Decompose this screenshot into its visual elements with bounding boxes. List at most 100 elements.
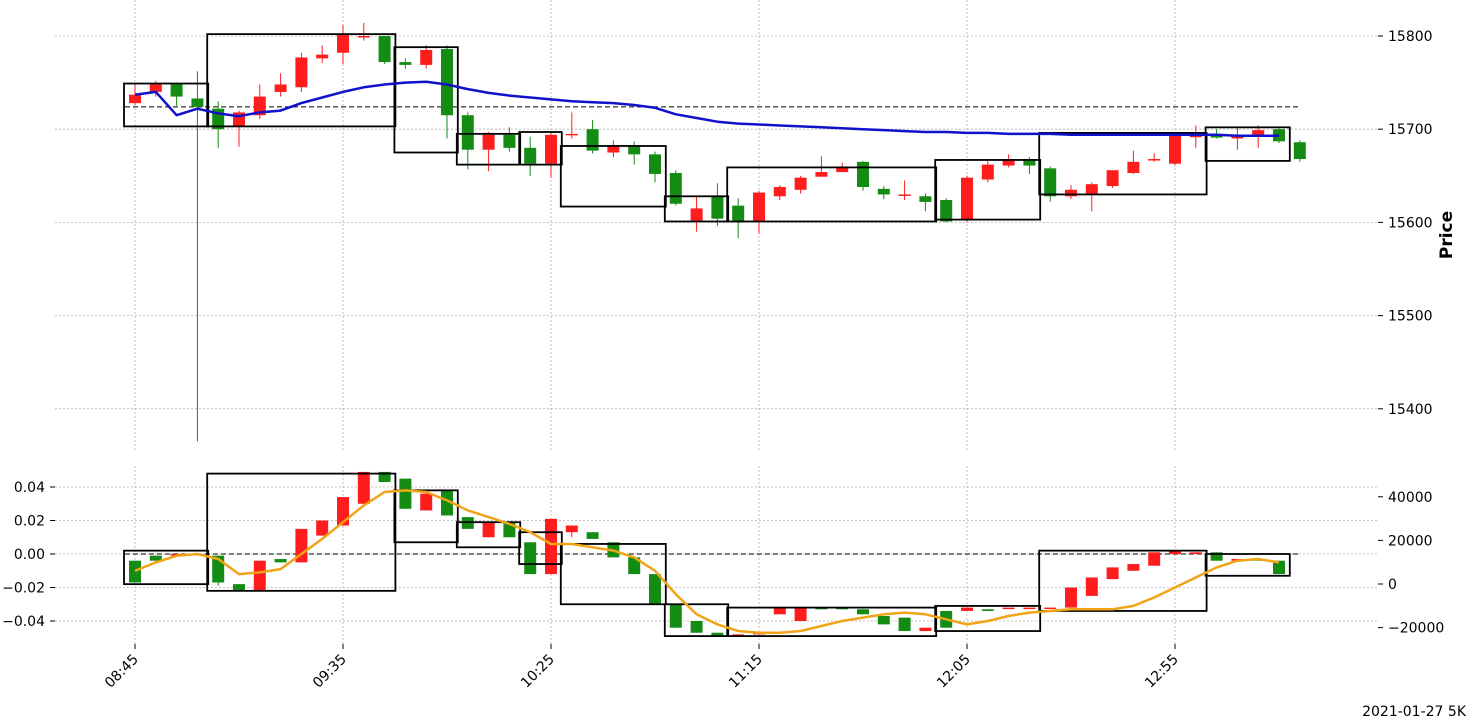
indicator-candle-body xyxy=(420,493,433,511)
price-range-box xyxy=(559,145,667,208)
chart-footer-label: 2021-01-27 5K xyxy=(1362,704,1467,720)
price-candle-body xyxy=(919,196,932,202)
indicator-candle-body xyxy=(669,604,682,628)
price-candle-body xyxy=(482,134,495,150)
indicator-candle-body xyxy=(129,560,141,583)
price-panel xyxy=(123,22,1306,442)
price-candle-body xyxy=(1210,135,1223,138)
indicator-candle-body xyxy=(961,607,973,611)
price-y-tick-label: 15600 xyxy=(1388,215,1433,231)
price-range-box xyxy=(726,166,938,223)
indicator-candle-body xyxy=(253,560,266,591)
grid-lines xyxy=(55,0,1378,644)
price-candle-body xyxy=(1023,159,1036,166)
price-candle-body xyxy=(1085,184,1098,194)
price-moving-average-line xyxy=(134,80,1279,137)
price-candle-body xyxy=(1044,168,1057,197)
indicator-candle-body xyxy=(1085,577,1098,596)
price-candle-body xyxy=(1002,159,1015,166)
price-axis-label: Price xyxy=(1437,211,1457,259)
indicator-candle-body xyxy=(565,525,578,533)
price-y-tick-label: 15500 xyxy=(1388,309,1433,325)
indicator-candle-body xyxy=(399,478,412,509)
indicator-candle-body xyxy=(316,520,329,536)
price-candle-body xyxy=(690,208,703,221)
indicator-range-box xyxy=(393,489,459,544)
indicator-candle-body xyxy=(295,528,308,563)
price-candle-body xyxy=(399,62,412,65)
price-candle-body xyxy=(129,94,141,104)
price-candle-body xyxy=(461,115,474,150)
price-candle-body xyxy=(565,133,578,136)
indicator-candle-body xyxy=(1044,607,1057,610)
indicator-range-box xyxy=(1204,553,1291,577)
price-candle-body xyxy=(857,161,869,187)
indicator-range-box xyxy=(663,603,730,637)
indicator-range-box xyxy=(726,606,938,637)
indicator-candle-body xyxy=(233,584,245,591)
x-tick-label: 12:55 xyxy=(1142,652,1182,692)
price-range-box xyxy=(1204,126,1291,162)
indicator-candle-body xyxy=(690,621,703,633)
x-tick-label: 09:35 xyxy=(310,652,350,692)
price-candle-body xyxy=(253,96,266,116)
indicator-candle-body xyxy=(1210,552,1223,561)
price-range-box xyxy=(455,132,522,166)
price-candle-body xyxy=(191,98,204,107)
indicator-candle-body xyxy=(857,609,869,615)
indicator-range-box xyxy=(559,543,667,606)
indicator-candle-body xyxy=(1002,607,1015,610)
price-candle-body xyxy=(877,188,890,195)
x-tick-label: 11:15 xyxy=(726,652,766,692)
price-y-tick-label: 15700 xyxy=(1388,122,1433,138)
price-candle-body xyxy=(524,147,537,164)
indicator-range-box xyxy=(1038,549,1208,612)
price-candle-body xyxy=(170,84,183,97)
price-range-box xyxy=(393,46,459,154)
indicator-candle-body xyxy=(649,574,661,605)
price-range-box xyxy=(1038,132,1208,196)
indicator-range-box xyxy=(455,521,522,549)
x-tick-label: 12:05 xyxy=(934,652,974,692)
price-candle-body xyxy=(1148,159,1161,161)
indicator-candle-body xyxy=(274,559,287,563)
price-candle-body xyxy=(815,172,828,177)
price-candle-body xyxy=(420,49,433,65)
indicator-candle-body xyxy=(898,617,911,632)
price-candle-body xyxy=(1127,161,1140,174)
axes-labels: 08:45 09:35 10:25 11:15 12:05 12:55 15800 15700… xyxy=(2,29,1444,691)
price-candle-body xyxy=(898,194,911,196)
price-range-box xyxy=(206,33,397,128)
price-candle-body xyxy=(441,49,453,116)
indicator-candle-body xyxy=(877,615,890,625)
indicator-range-box xyxy=(206,472,397,592)
indicator-candle-body xyxy=(981,609,994,611)
price-candle-body xyxy=(337,34,349,53)
price-candle-body xyxy=(732,205,745,223)
indicator-candle-body xyxy=(1023,607,1036,610)
indicator-left-tick-label: 0.04 xyxy=(14,480,45,496)
indicator-right-tick-label: −20000 xyxy=(1388,621,1444,637)
price-candle-body xyxy=(981,164,994,180)
price-candle-body xyxy=(753,192,765,222)
indicator-left-tick-label: −0.04 xyxy=(2,614,45,630)
indicator-range-box xyxy=(123,549,210,586)
price-candle-body xyxy=(1252,130,1265,137)
indicator-range-box xyxy=(934,605,1042,632)
price-candle-body xyxy=(545,134,557,164)
price-candle-body xyxy=(149,84,162,92)
price-candle-body xyxy=(711,196,724,219)
indicator-candle-body xyxy=(524,542,537,575)
price-candle-body xyxy=(628,145,641,155)
price-candle-body xyxy=(1189,135,1202,138)
price-candle-body xyxy=(1293,142,1306,160)
indicator-candle-body xyxy=(357,471,370,504)
indicator-candle-body xyxy=(1148,552,1161,566)
price-candle-body xyxy=(357,36,370,38)
indicator-candle-body xyxy=(919,627,932,632)
indicator-candle-body xyxy=(378,471,391,482)
price-candle-body xyxy=(940,200,953,222)
indicator-candle-body xyxy=(1106,567,1119,580)
